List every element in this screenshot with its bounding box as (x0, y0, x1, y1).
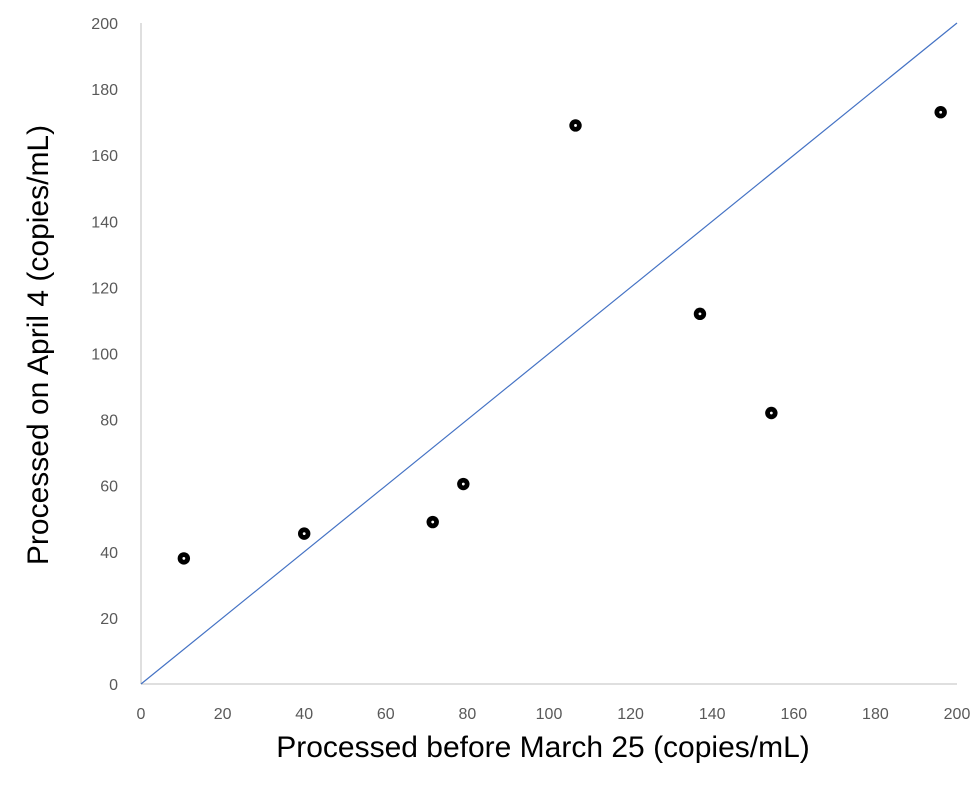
identity-reference-line (140, 22, 958, 685)
data-points (177, 106, 947, 565)
y-tick-label: 200 (91, 16, 118, 33)
data-point (457, 477, 470, 491)
x-tick-label: 160 (780, 706, 807, 723)
x-tick-label: 120 (617, 706, 644, 723)
data-point (569, 119, 582, 132)
y-tick-label: 40 (100, 545, 118, 562)
data-point (693, 307, 707, 321)
x-tick-label: 140 (699, 706, 726, 723)
x-tick-label: 100 (536, 706, 563, 723)
y-tick-label: 20 (100, 611, 118, 628)
x-axis-title: Processed before March 25 (copies/mL) (276, 731, 810, 764)
x-tick-label: 0 (137, 706, 146, 723)
data-point (934, 106, 947, 119)
y-tick-label: 80 (100, 413, 118, 430)
x-tick-label: 40 (295, 706, 313, 723)
y-axis-title: Processed on April 4 (copies/mL) (22, 125, 55, 565)
x-tick-label: 200 (944, 706, 971, 723)
axes (140, 23, 957, 685)
y-tick-label: 100 (91, 347, 118, 364)
data-point (765, 406, 778, 420)
data-point (177, 552, 191, 565)
y-tick-label: 140 (91, 214, 118, 231)
y-tick-label: 60 (100, 479, 118, 496)
y-tick-label: 160 (91, 148, 118, 165)
y-tick-label: 0 (109, 677, 118, 694)
data-point (426, 515, 439, 529)
data-point (298, 527, 311, 540)
y-tick-label: 120 (91, 280, 118, 297)
y-tick-label: 180 (91, 82, 118, 99)
x-tick-label: 80 (459, 706, 477, 723)
x-tick-labels: 0 20 40 60 80 100 120 140 160 180 200 (137, 706, 971, 723)
x-tick-label: 180 (862, 706, 889, 723)
y-tick-labels: 0 20 40 60 80 100 120 140 160 180 200 (91, 16, 118, 694)
x-tick-label: 60 (377, 706, 395, 723)
x-tick-label: 20 (214, 706, 232, 723)
